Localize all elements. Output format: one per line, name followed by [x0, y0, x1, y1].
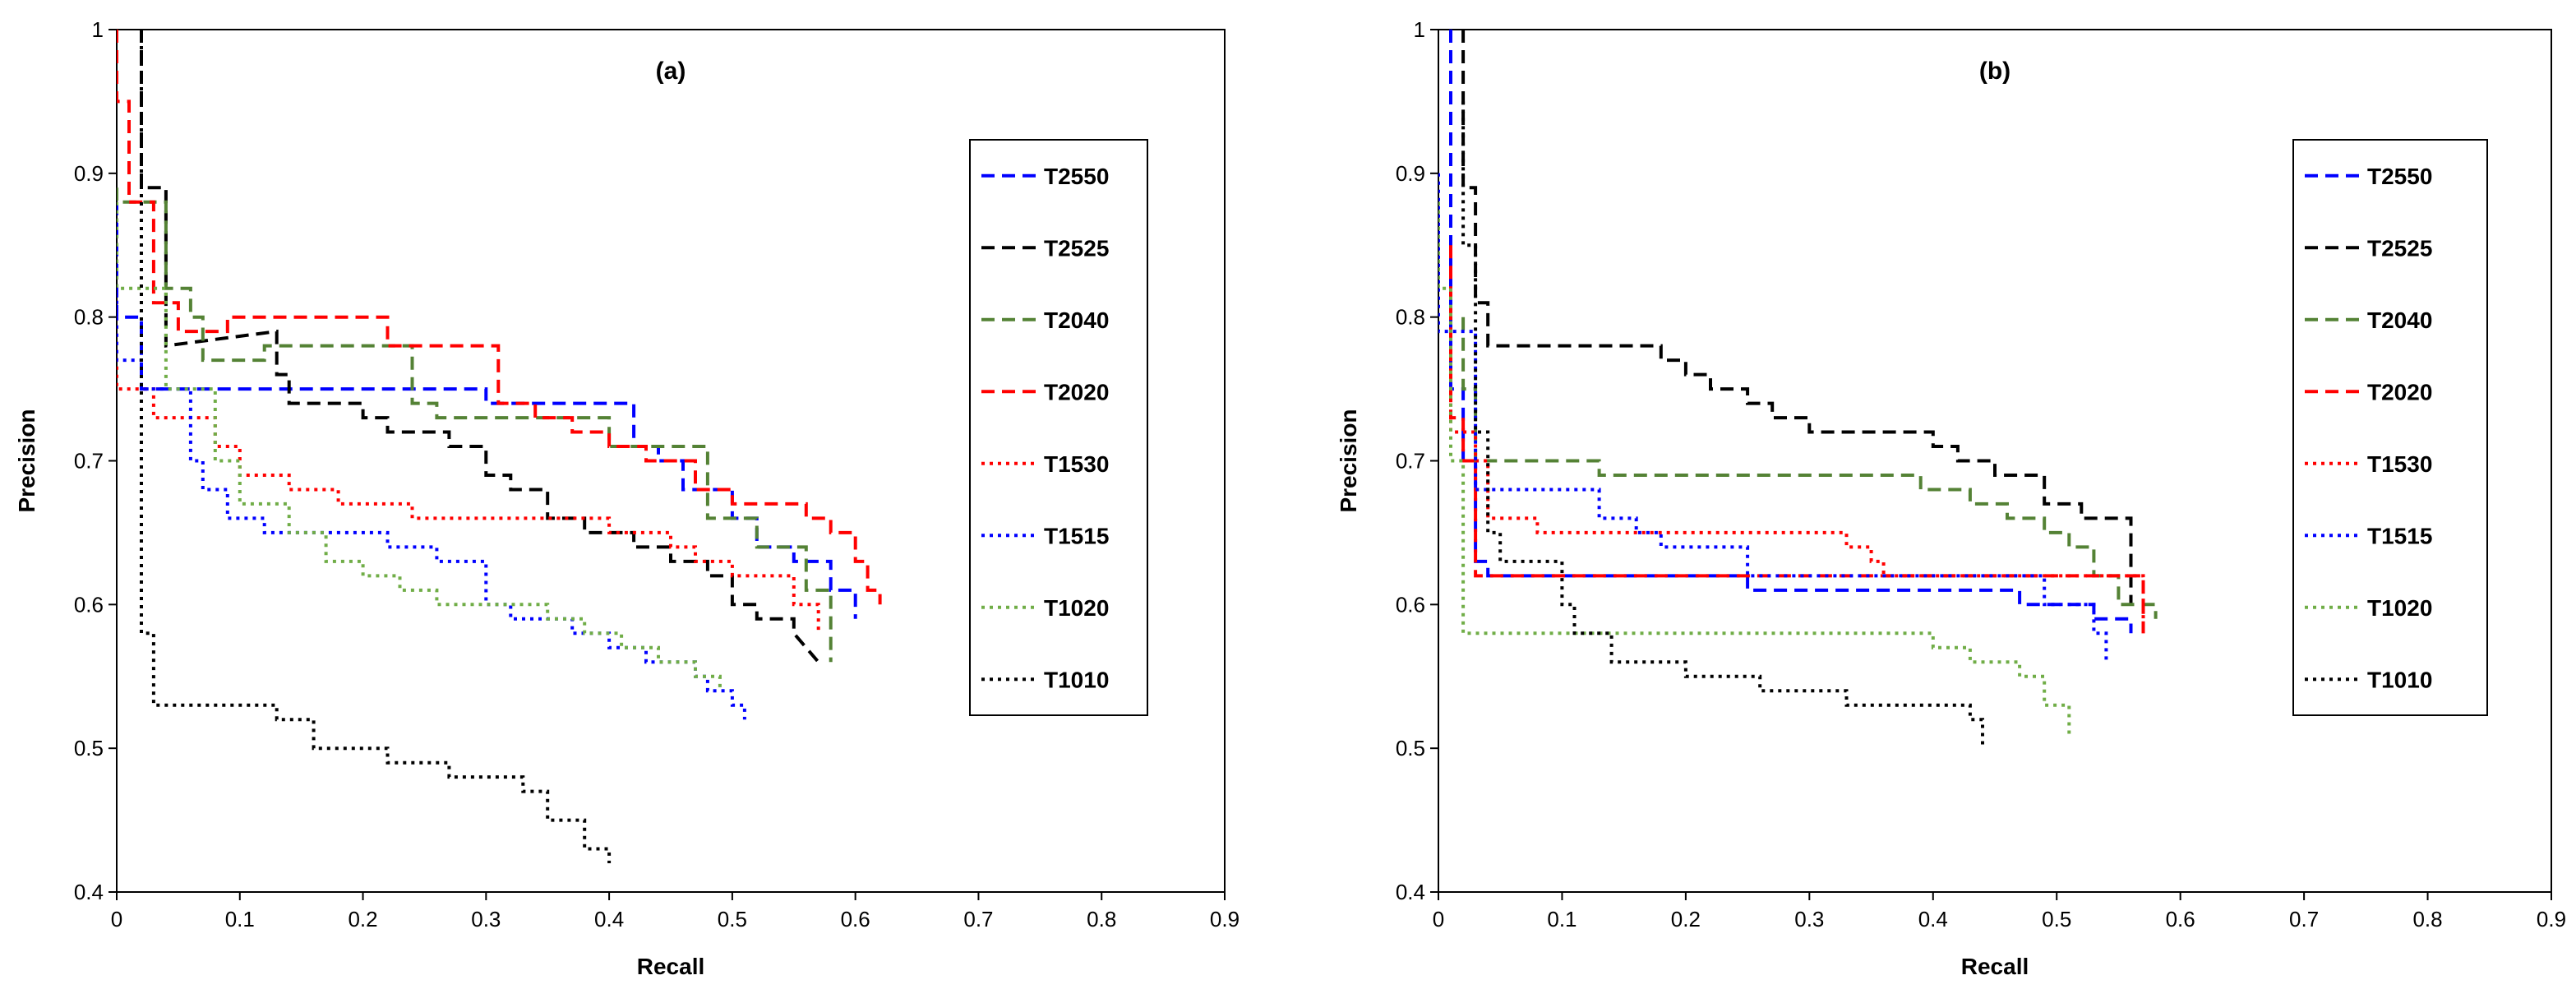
- x-tick-label: 0.2: [348, 907, 377, 931]
- x-tick-label: 0: [111, 907, 122, 931]
- panel-title: (a): [656, 58, 686, 85]
- y-tick-label: 0.4: [74, 880, 104, 904]
- legend-label: T2550: [2367, 164, 2432, 189]
- x-tick-label: 0.6: [2166, 907, 2195, 931]
- x-tick-label: 0.1: [1547, 907, 1577, 931]
- series-line-t2525: [1461, 30, 2133, 605]
- x-axis-title: Recall: [637, 954, 705, 979]
- x-tick-label: 0.7: [2289, 907, 2319, 931]
- y-tick-label: 1: [92, 17, 104, 42]
- x-tick-label: 0.4: [594, 907, 624, 931]
- y-tick-label: 0.5: [74, 736, 104, 760]
- x-axis-title: Recall: [1961, 954, 2029, 979]
- legend-box: [2292, 139, 2488, 716]
- x-tick-label: 0.8: [1087, 907, 1116, 931]
- series-line-t2550: [1449, 30, 2133, 634]
- y-tick-label: 1: [1414, 17, 1425, 42]
- legend-label: T2040: [2367, 307, 2432, 333]
- series-line-t1530: [1449, 345, 2145, 634]
- series-line-t1020: [117, 201, 722, 691]
- y-axis-title: Precision: [1336, 409, 1361, 512]
- panel-a: 0.4 0.5 0.6 0.7 0.8 0.9 1 0 0.1 0.2 0.3 0.4 0.5 0.6 0.…: [14, 17, 1240, 979]
- legend-label: T1530: [2367, 451, 2432, 477]
- series-line-t2040: [1461, 317, 2158, 619]
- x-tick-label: 0.2: [1671, 907, 1701, 931]
- legend-label: T2525: [2367, 235, 2432, 261]
- legend-label: T2525: [1044, 235, 1109, 261]
- panel-b: 0.4 0.5 0.6 0.7 0.8 0.9 1 0 0.1 0.2 0.3 0.4 0.5 0.6 0.…: [1336, 17, 2566, 979]
- series-line-t1530: [117, 201, 820, 634]
- y-tick-label: 0.9: [1396, 161, 1425, 186]
- series-line-t1010: [1461, 101, 1984, 749]
- legend-box: [969, 139, 1148, 716]
- x-tick-label: 0.9: [2537, 907, 2566, 931]
- x-tick-label: 0.4: [1918, 907, 1948, 931]
- x-tick-label: 0.9: [1210, 907, 1240, 931]
- series-line-t2020: [117, 30, 882, 605]
- series-line-t2040: [117, 187, 833, 663]
- legend-label: T1010: [1044, 667, 1109, 692]
- series-line-t1010: [140, 30, 612, 863]
- y-tick-label: 0.7: [1396, 449, 1425, 474]
- x-tick-label: 0.5: [718, 907, 747, 931]
- y-tick-label: 0.7: [74, 449, 104, 474]
- x-tick-label: 0.7: [963, 907, 993, 931]
- x-tick-label: 0.1: [225, 907, 255, 931]
- y-tick-label: 0.6: [1396, 592, 1425, 617]
- y-tick-label: 0.4: [1396, 880, 1425, 904]
- y-tick-label: 0.8: [1396, 305, 1425, 330]
- x-tick-label: 0.3: [1794, 907, 1824, 931]
- y-tick-label: 0.6: [74, 592, 104, 617]
- legend-label: T1530: [1044, 451, 1109, 477]
- legend-label: T1020: [1044, 595, 1109, 621]
- legend-label: T2020: [1044, 379, 1109, 404]
- legend-label: T1020: [2367, 595, 2432, 621]
- y-axis-title: Precision: [14, 409, 39, 512]
- legend-label: T2020: [2367, 379, 2432, 404]
- y-tick-label: 0.5: [1396, 736, 1425, 760]
- y-tick-label: 0.9: [74, 161, 104, 186]
- legend-label: T2550: [1044, 164, 1109, 189]
- legend-label: T2040: [1044, 307, 1109, 333]
- series-line-t1020: [1438, 201, 2071, 734]
- series-line-t2525: [140, 30, 820, 663]
- panel-title: (b): [1979, 58, 2010, 85]
- legend-label: T1515: [1044, 523, 1109, 548]
- x-tick-label: 0.5: [2042, 907, 2071, 931]
- legend-label: T1515: [2367, 523, 2432, 548]
- legend-label: T1010: [2367, 667, 2432, 692]
- series-line-t2550: [117, 201, 857, 619]
- x-tick-label: 0.3: [471, 907, 501, 931]
- x-tick-label: 0: [1433, 907, 1444, 931]
- y-tick-label: 0.8: [74, 305, 104, 330]
- x-tick-label: 0.6: [841, 907, 870, 931]
- x-tick-label: 0.8: [2412, 907, 2442, 931]
- series-line-t1515: [117, 201, 746, 720]
